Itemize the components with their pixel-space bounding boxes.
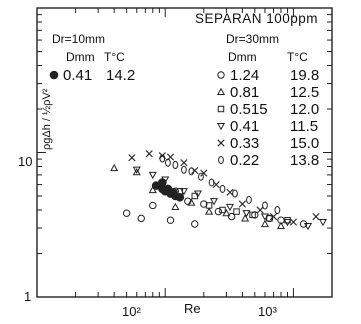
- minor-ticks: [36, 8, 333, 298]
- data-point-circle: [191, 220, 199, 228]
- data-point-cross: [226, 188, 234, 196]
- legend-marker-filled-circle: [49, 70, 59, 80]
- data-point-zero: [159, 154, 166, 163]
- legend-d-value: 1.24: [230, 67, 259, 84]
- data-point-square: [233, 208, 240, 215]
- legend-marker-cross: [217, 139, 225, 147]
- data-point-triangle-down: [260, 213, 270, 221]
- data-point-triangle-down: [318, 219, 328, 227]
- data-point-zero: [208, 178, 215, 187]
- data-point-cross: [312, 213, 320, 221]
- legend-col-d-dr30: Dmm: [228, 50, 257, 64]
- data-point-triangle-up: [132, 168, 141, 176]
- data-point-circle: [200, 200, 208, 208]
- data-point-cross: [256, 206, 264, 214]
- legend-t-value: 13.8: [290, 152, 319, 169]
- legend-marker-triangle-down: [216, 122, 226, 131]
- legend-t-value: 11.5: [290, 118, 318, 135]
- data-point-circle: [299, 220, 308, 228]
- data-point-circle: [171, 187, 180, 195]
- data-point-zero: [232, 189, 238, 198]
- y-axis-label: ρgΔh / ½ρV²: [41, 88, 53, 150]
- legend-d-value: 0.41: [63, 67, 92, 84]
- data-point-square: [249, 211, 256, 219]
- data-point-zero: [262, 201, 268, 210]
- data-point-triangle-up: [110, 163, 119, 172]
- data-point-circle: [122, 209, 131, 217]
- legend-d-value: 0.33: [230, 135, 259, 152]
- legend-rows: 0.41 14.2 1.24 19.8 0.81 12.5 0.515 12.0 0.41 11.…: [49, 67, 319, 169]
- data-point-zero: [181, 165, 187, 174]
- data-point-circle: [149, 201, 157, 210]
- legend-t-value: 12.0: [290, 101, 319, 118]
- legend-marker-zero: [218, 155, 224, 165]
- legend-col-d-dr10: Dmm: [66, 50, 95, 64]
- data-point-triangle-down: [193, 190, 202, 198]
- data-point-zero: [219, 184, 226, 193]
- legend-col-t-dr30: T°C: [287, 50, 308, 64]
- legend-header-dr30: Dr=30mm: [226, 32, 279, 46]
- data-point-triangle-down: [148, 171, 157, 180]
- data-point-triangle-down: [303, 222, 313, 231]
- data-point-cross: [238, 200, 246, 208]
- legend-d-value: 0.515: [230, 101, 268, 118]
- data-point-triangle-up: [187, 198, 196, 206]
- data-point-circle: [214, 207, 223, 216]
- data-point-triangle-up: [205, 207, 214, 215]
- x-axis-label: Re: [184, 301, 201, 316]
- legend-marker-circle: [217, 71, 225, 79]
- data-point-cross: [180, 159, 188, 167]
- legend-t-value: 12.5: [290, 84, 319, 101]
- x-tick-label-100: 10²: [122, 304, 141, 319]
- data-point-cross: [200, 169, 208, 177]
- data-point-triangle-up: [171, 202, 180, 211]
- data-point-triangle-up: [241, 214, 250, 222]
- data-point-filled-circle: [175, 192, 185, 202]
- data-point-zero: [198, 172, 204, 181]
- legend-header-dr10: Dr=10mm: [52, 32, 105, 46]
- data-point-cross: [145, 150, 153, 158]
- data-point-circle: [137, 214, 145, 223]
- data-point-square: [219, 206, 226, 214]
- legend-marker-triangle-up: [216, 87, 226, 96]
- data-point-cross: [289, 218, 297, 226]
- data-point-zero: [188, 167, 195, 176]
- data-point-zero: [246, 195, 252, 204]
- data-point-triangle-down: [132, 166, 141, 174]
- data-points: [110, 150, 328, 231]
- x-tick-label-1000: 10³: [258, 304, 277, 319]
- data-point-zero: [165, 158, 171, 167]
- data-point-triangle-down: [179, 188, 188, 196]
- chart-title: SEPARAN 100ppm: [195, 11, 318, 26]
- data-point-triangle-down: [225, 203, 235, 212]
- legend-marker-square: [217, 105, 225, 113]
- data-point-zero: [274, 205, 281, 215]
- data-point-cross: [269, 213, 278, 221]
- legend-t-value: 14.2: [106, 67, 135, 84]
- y-tick-label-10: 10: [18, 154, 32, 169]
- legend-col-t-dr10: T°C: [104, 50, 125, 64]
- data-point-triangle-down: [209, 198, 218, 206]
- data-point-cross: [128, 154, 136, 162]
- data-point-circle: [184, 197, 192, 205]
- legend-d-value: 0.22: [230, 152, 259, 169]
- legend-d-value: 0.41: [230, 118, 259, 135]
- data-point-triangle-up: [276, 221, 286, 230]
- y-tick-label-1: 1: [24, 289, 31, 304]
- data-point-circle: [166, 216, 175, 224]
- legend-t-value: 19.8: [290, 67, 319, 84]
- data-point-zero: [172, 160, 179, 169]
- data-point-triangle-down: [283, 219, 292, 227]
- legend-t-value: 15.0: [290, 135, 319, 152]
- legend-d-value: 0.81: [230, 84, 259, 101]
- data-point-triangle-down: [242, 210, 251, 218]
- data-point-triangle-up: [148, 185, 157, 194]
- data-point-square: [205, 202, 213, 209]
- data-point-circle: [227, 212, 236, 221]
- data-point-triangle-up: [260, 219, 270, 228]
- data-point-triangle-down: [161, 176, 170, 184]
